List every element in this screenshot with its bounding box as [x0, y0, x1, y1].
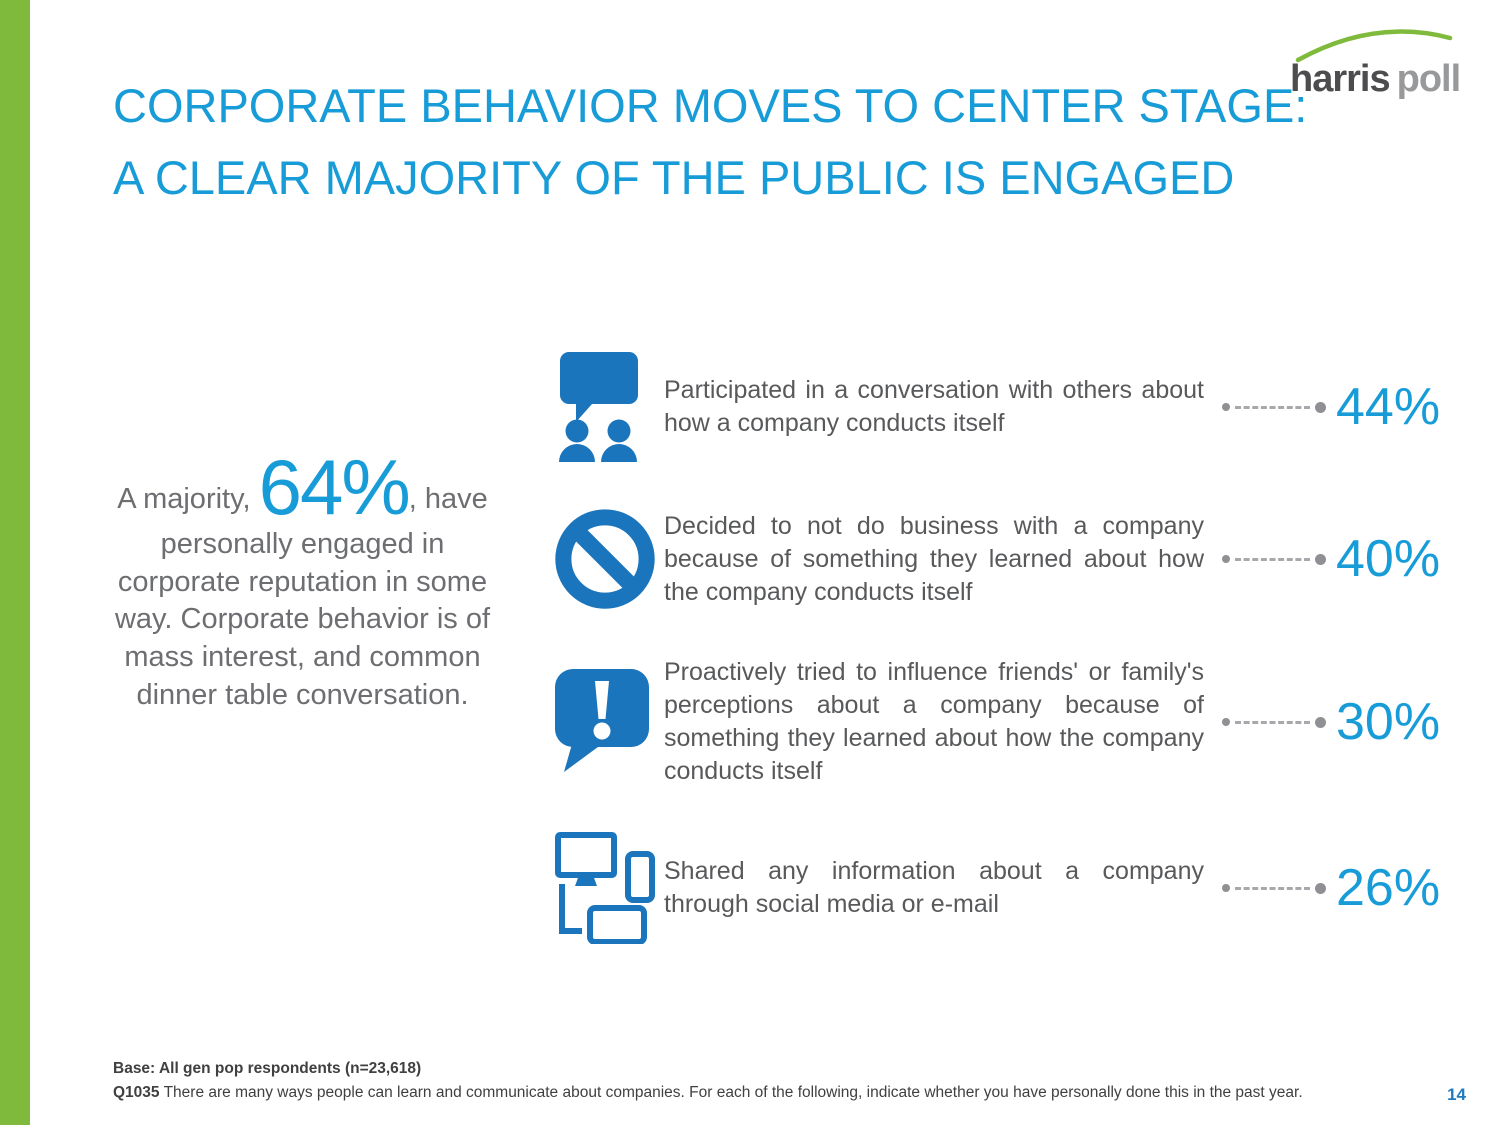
connector-dashes	[1235, 405, 1310, 409]
item-percentage: 26%	[1336, 859, 1441, 917]
page-title-line1: CORPORATE BEHAVIOR MOVES TO CENTER STAGE…	[113, 79, 1308, 132]
connector-dot	[1222, 884, 1230, 892]
logo-word-harris: harris	[1290, 58, 1391, 100]
conversation-people-icon	[552, 352, 664, 462]
footer-question-text: There are many ways people can learn and…	[159, 1083, 1303, 1101]
item-text: Participated in a conversation with othe…	[664, 376, 1204, 437]
connector-dot	[1315, 553, 1326, 565]
harris-swoosh-icon	[1295, 29, 1453, 63]
page-title: CORPORATE BEHAVIOR MOVES TO CENTER STAGE…	[113, 70, 1363, 214]
page-title-line2: A CLEAR MAJORITY OF THE PUBLIC IS ENGAGE…	[113, 150, 1235, 204]
connector-dot	[1315, 882, 1326, 894]
list-item-no-business: Decided to not do business with a compan…	[552, 506, 1467, 612]
page-number: 14	[1447, 1085, 1466, 1104]
footer-question-label: Q1035	[113, 1083, 160, 1101]
connector-dashes	[1235, 720, 1310, 724]
summary-stat-64: 64%	[258, 443, 411, 531]
connector-dot	[1315, 401, 1326, 413]
logo-wordmark: harris poll	[1290, 58, 1462, 101]
item-text: Decided to not do business with a compan…	[664, 511, 1204, 606]
prohibition-icon	[552, 506, 664, 612]
summary-prefix: A majority,	[117, 483, 251, 515]
connector-dashes	[1235, 557, 1310, 561]
footer-question-line: Q1035 There are many ways people can lea…	[113, 1081, 1403, 1105]
connector-dot	[1315, 716, 1326, 728]
devices-monitor-phone-tablet-icon	[552, 832, 664, 944]
summary-body: have personally engaged in corporate rep…	[114, 483, 491, 711]
connector-dot	[1222, 718, 1230, 726]
item-text: Proactively tried to influence friends' …	[664, 658, 1204, 785]
footer-base-line: Base: All gen pop respondents (n=23,618)	[113, 1059, 422, 1077]
item-percentage: 30%	[1336, 693, 1441, 751]
item-percentage: 44%	[1336, 378, 1441, 436]
list-item-conversation: Participated in a conversation with othe…	[552, 352, 1467, 462]
logo-word-poll: poll	[1396, 58, 1462, 100]
engagement-items-list: Participated in a conversation with othe…	[552, 352, 1467, 944]
dotted-connector	[1222, 882, 1326, 894]
green-accent-bar	[0, 0, 30, 1125]
dotted-connector	[1222, 716, 1326, 728]
connector-dot	[1222, 403, 1230, 411]
summary-comma: ,	[408, 483, 417, 515]
connector-dashes	[1235, 886, 1310, 890]
footer-notes: Base: All gen pop respondents (n=23,618)…	[113, 1057, 1403, 1105]
item-text: Shared any information about a company t…	[664, 857, 1204, 918]
dotted-connector	[1222, 553, 1326, 565]
list-item-influence: Proactively tried to influence friends' …	[552, 656, 1467, 788]
harris-poll-logo: harris poll	[1290, 26, 1462, 101]
connector-dot	[1222, 555, 1230, 563]
dotted-connector	[1222, 401, 1326, 413]
list-item-shared: Shared any information about a company t…	[552, 832, 1467, 944]
exclamation-speech-bubble-icon	[552, 666, 664, 778]
summary-paragraph: A majority, 64%, have personally engaged…	[100, 448, 505, 714]
item-percentage: 40%	[1336, 530, 1441, 588]
